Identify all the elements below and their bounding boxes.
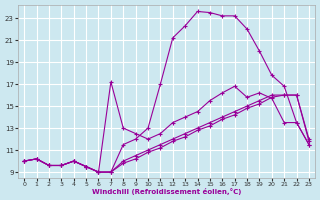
X-axis label: Windchill (Refroidissement éolien,°C): Windchill (Refroidissement éolien,°C): [92, 188, 241, 195]
